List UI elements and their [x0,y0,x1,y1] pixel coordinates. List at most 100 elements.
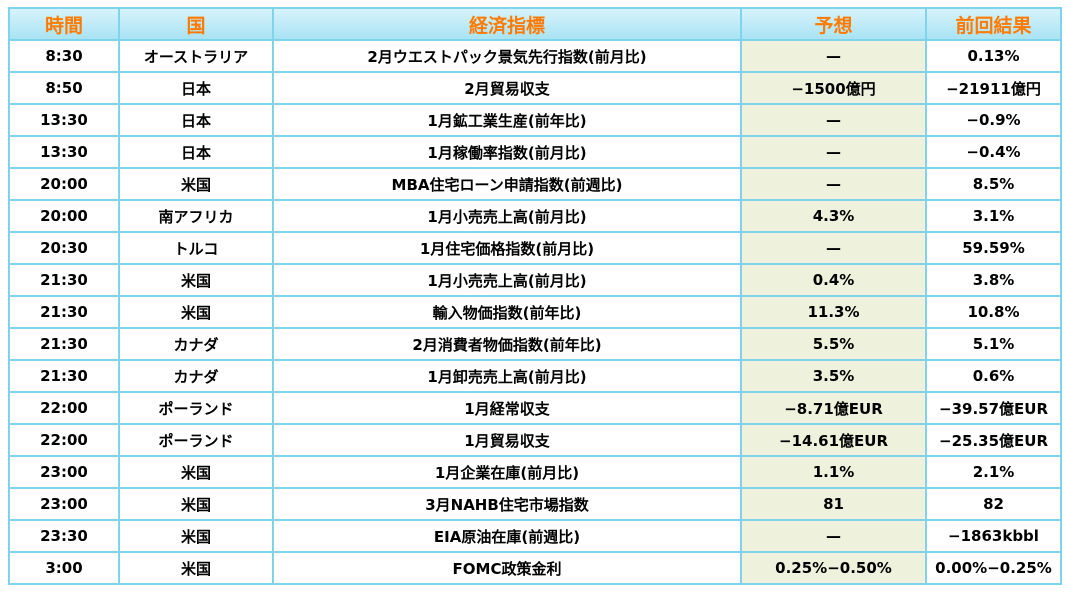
previous-cell: 3.8% [925,263,1062,297]
country-cell: ポーランド [118,391,274,425]
indicator-cell: 1月鉱工業生産(前年比) [272,103,742,137]
time-cell: 8:50 [8,71,120,105]
forecast-cell: −1500億円 [740,71,927,105]
previous-cell: 0.6% [925,359,1062,393]
table-row: 8:30 オーストラリア 2月ウエストパック景気先行指数(前月比) —0.13% [8,39,1062,73]
country-cell: 日本 [118,71,274,105]
time-cell: 20:00 [8,199,120,233]
indicator-cell: 1月企業在庫(前月比) [272,455,742,489]
indicator-cell: 輸入物価指数(前年比) [272,295,742,329]
forecast-cell: 3.5% [740,359,927,393]
previous-cell: 59.59% [925,231,1062,265]
table-row: 23:30 米国 EIA原油在庫(前週比) — −1863kbbl [8,519,1062,553]
previous-cell: 3.1% [925,199,1062,233]
previous-cell: 10.8% [925,295,1062,329]
time-cell: 13:30 [8,135,120,169]
time-cell: 8:30 [8,39,120,73]
previous-cell: −21911億円 [925,71,1062,105]
indicator-cell: 1月貿易収支 [272,423,742,457]
table-row: 13:30 日本 1月鉱工業生産(前年比) — −0.9% [8,103,1062,137]
header-previous: 前回結果 [925,7,1062,41]
country-cell: 米国 [118,455,274,489]
forecast-cell: — [740,103,927,137]
forecast-cell: 0.25%−0.50% [740,551,927,585]
indicator-cell: 1月小売売上高(前月比) [272,199,742,233]
header-forecast: 予想 [740,7,927,41]
country-cell: 南アフリカ [118,199,274,233]
table-row: 21:30 米国 1月小売売上高(前月比) 0.4% 3.8% [8,263,1062,297]
previous-cell: −25.35億EUR [925,423,1062,457]
indicator-cell: MBA住宅ローン申請指数(前週比) [272,167,742,201]
forecast-cell: 81 [740,487,927,521]
indicator-cell: 1月小売売上高(前月比) [272,263,742,297]
previous-cell: 2.1% [925,455,1062,489]
table-header: 時間 国 経済指標 予想 前回結果 [8,7,1062,41]
country-cell: 日本 [118,103,274,137]
forecast-cell: −8.71億EUR [740,391,927,425]
header-time: 時間 [8,7,120,41]
time-cell: 13:30 [8,103,120,137]
time-cell: 23:30 [8,519,120,553]
table-row: 21:30 米国 輸入物価指数(前年比) 11.3% 10.8% [8,295,1062,329]
table-row: 8:50 日本 2月貿易収支 −1500億円 −21911億円 [8,71,1062,105]
forecast-cell: — [740,519,927,553]
table-body: 8:30 オーストラリア 2月ウエストパック景気先行指数(前月比) —0.13% 8:5… [8,39,1062,585]
table-row: 21:30 カナダ 2月消費者物価指数(前年比) 5.5% 5.1% [8,327,1062,361]
forecast-cell: 0.4% [740,263,927,297]
country-cell: トルコ [118,231,274,265]
time-cell: 20:30 [8,231,120,265]
table-row: 21:30 カナダ 1月卸売売上高(前月比) 3.5% 0.6% [8,359,1062,393]
table-row: 22:00 ポーランド 1月経常収支 −8.71億EUR −39.57億EUR [8,391,1062,425]
header-indicator: 経済指標 [272,7,742,41]
previous-cell: 5.1% [925,327,1062,361]
time-cell: 22:00 [8,391,120,425]
forecast-cell: — [740,135,927,169]
forecast-cell: 4.3% [740,199,927,233]
previous-cell: −1863kbbl [925,519,1062,553]
time-cell: 21:30 [8,295,120,329]
country-cell: カナダ [118,359,274,393]
time-cell: 21:30 [8,327,120,361]
previous-cell: −39.57億EUR [925,391,1062,425]
previous-cell: −0.9% [925,103,1062,137]
indicator-cell: 1月住宅価格指数(前月比) [272,231,742,265]
previous-cell: −0.4% [925,135,1062,169]
country-cell: オーストラリア [118,39,274,73]
indicator-cell: 1月経常収支 [272,391,742,425]
header-country: 国 [118,7,274,41]
economic-calendar-table: 時間 国 経済指標 予想 前回結果 8:30 オーストラリア 2月ウエストパック景気… [8,7,1062,585]
indicator-cell: 1月稼働率指数(前月比) [272,135,742,169]
forecast-cell: — [740,39,927,73]
time-cell: 21:30 [8,359,120,393]
time-cell: 23:00 [8,455,120,489]
forecast-cell: 11.3% [740,295,927,329]
table-row: 20:00 米国 MBA住宅ローン申請指数(前週比) —8.5% [8,167,1062,201]
forecast-cell: — [740,231,927,265]
table-row: 22:00 ポーランド 1月貿易収支 −14.61億EUR −25.35億EUR [8,423,1062,457]
indicator-cell: 2月貿易収支 [272,71,742,105]
indicator-cell: FOMC政策金利 [272,551,742,585]
forecast-cell: 1.1% [740,455,927,489]
time-cell: 20:00 [8,167,120,201]
table-row: 23:00 米国 1月企業在庫(前月比) 1.1% 2.1% [8,455,1062,489]
country-cell: ポーランド [118,423,274,457]
indicator-cell: 1月卸売売上高(前月比) [272,359,742,393]
indicator-cell: 3月NAHB住宅市場指数 [272,487,742,521]
country-cell: 米国 [118,487,274,521]
table-row: 23:00 米国 3月NAHB住宅市場指数 81 82 [8,487,1062,521]
previous-cell: 8.5% [925,167,1062,201]
forecast-cell: — [740,167,927,201]
country-cell: 米国 [118,263,274,297]
table-row: 20:00 南アフリカ 1月小売売上高(前月比) 4.3% 3.1% [8,199,1062,233]
time-cell: 22:00 [8,423,120,457]
indicator-cell: 2月消費者物価指数(前年比) [272,327,742,361]
country-cell: 米国 [118,167,274,201]
time-cell: 3:00 [8,551,120,585]
country-cell: 日本 [118,135,274,169]
forecast-cell: −14.61億EUR [740,423,927,457]
time-cell: 23:00 [8,487,120,521]
previous-cell: 0.00%−0.25% [925,551,1062,585]
table-row: 3:00 米国 FOMC政策金利 0.25%−0.50% 0.00%−0.25% [8,551,1062,585]
indicator-cell: EIA原油在庫(前週比) [272,519,742,553]
forecast-cell: 5.5% [740,327,927,361]
